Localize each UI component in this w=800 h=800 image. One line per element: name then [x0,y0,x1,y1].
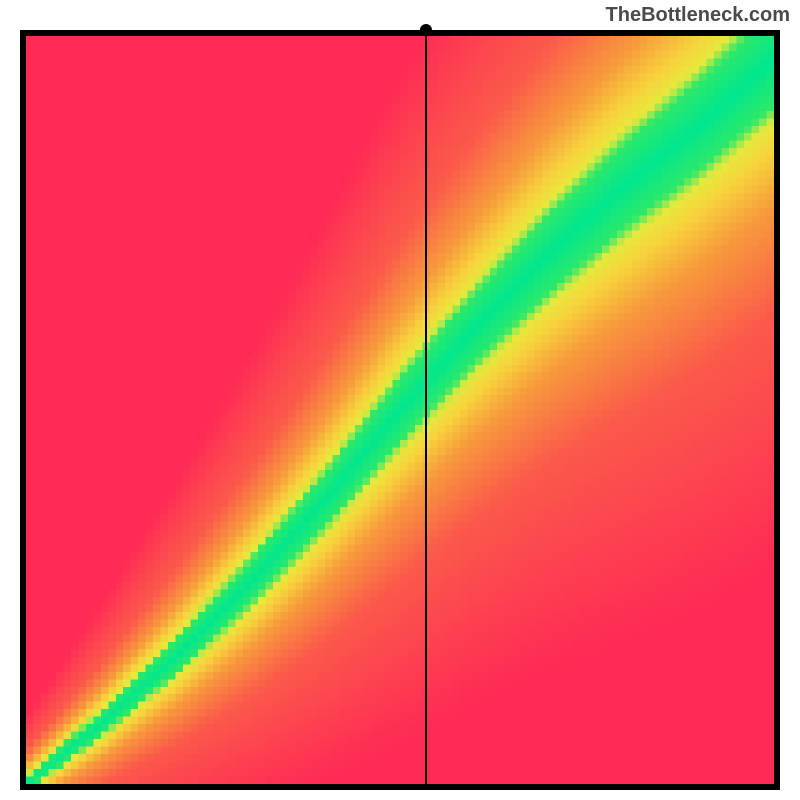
bottleneck-heatmap-chart [20,30,780,790]
marker-dot [420,24,432,36]
marker-vertical-line [425,30,427,790]
chart-frame [20,30,780,790]
attribution-text: TheBottleneck.com [606,4,790,27]
